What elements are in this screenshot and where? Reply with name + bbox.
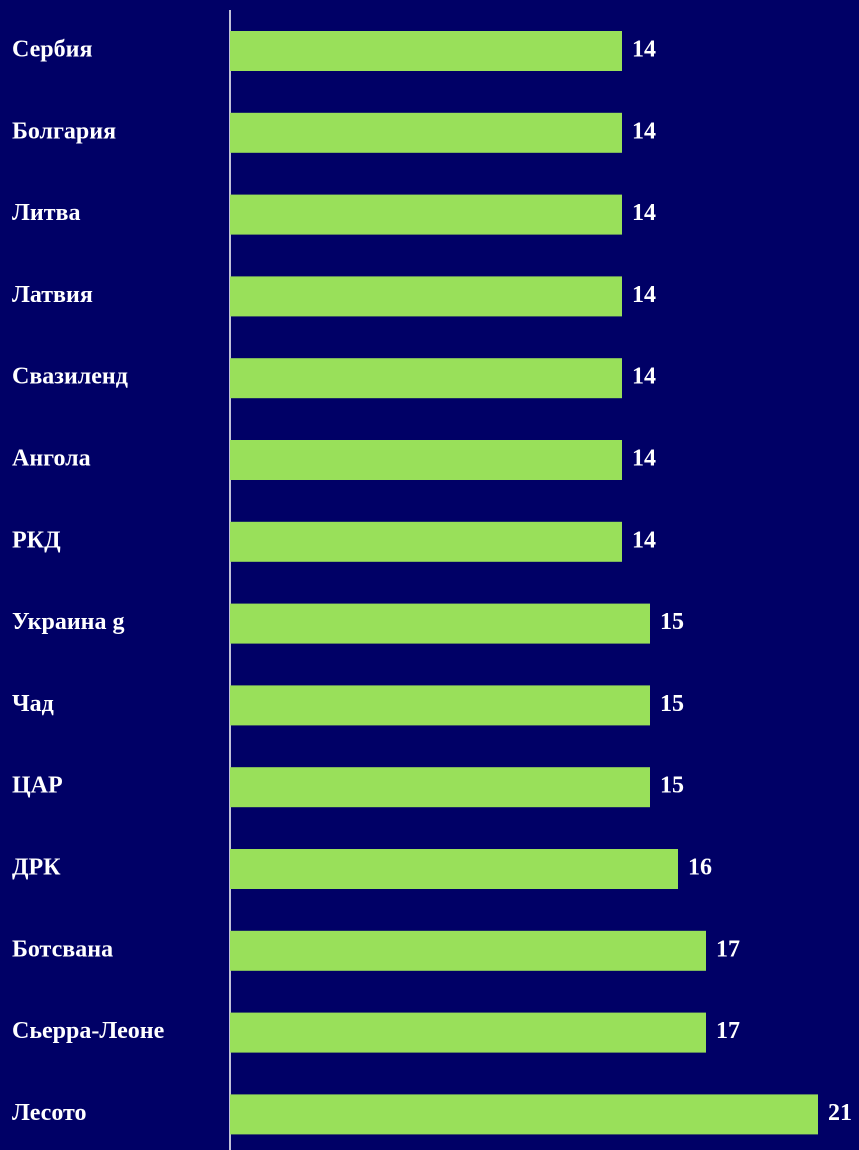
bar <box>230 112 622 153</box>
bar <box>230 31 622 71</box>
category-label: Свазиленд <box>12 364 128 390</box>
value-label: 14 <box>632 446 656 472</box>
category-label: РКД <box>12 527 61 553</box>
category-label: Литва <box>12 200 80 226</box>
bar <box>230 603 650 644</box>
value-label: 16 <box>688 855 712 881</box>
value-label: 14 <box>632 37 656 63</box>
value-label: 15 <box>660 609 684 635</box>
value-label: 14 <box>632 200 656 226</box>
value-label: 14 <box>632 527 656 553</box>
category-label: Латвия <box>12 282 93 308</box>
category-label: Ангола <box>12 446 91 472</box>
bar <box>230 358 622 399</box>
category-label: Болгария <box>12 118 116 144</box>
bar <box>230 276 622 317</box>
value-label: 15 <box>660 773 684 799</box>
value-label: 17 <box>716 1018 740 1044</box>
value-label: 14 <box>632 364 656 390</box>
bar <box>230 1094 818 1135</box>
value-label: 17 <box>716 936 740 962</box>
bar <box>230 440 622 480</box>
category-label: Украина g <box>12 609 124 635</box>
bar <box>230 930 706 971</box>
category-label: Сербия <box>12 37 92 63</box>
category-label: Сьерра-Леоне <box>12 1018 165 1044</box>
value-label: 15 <box>660 691 684 717</box>
category-label: Лесото <box>12 1100 86 1126</box>
category-label: ДРК <box>12 855 61 881</box>
value-label: 21 <box>828 1100 852 1126</box>
value-label: 14 <box>632 118 656 144</box>
category-label: ЦАР <box>12 773 63 799</box>
bar <box>230 849 678 889</box>
bar <box>230 1012 706 1053</box>
bar <box>230 521 622 562</box>
bar <box>230 685 650 726</box>
category-label: Ботсвана <box>12 936 113 962</box>
bar <box>230 194 622 235</box>
bar <box>230 767 650 808</box>
value-label: 14 <box>632 282 656 308</box>
category-label: Чад <box>12 691 54 717</box>
